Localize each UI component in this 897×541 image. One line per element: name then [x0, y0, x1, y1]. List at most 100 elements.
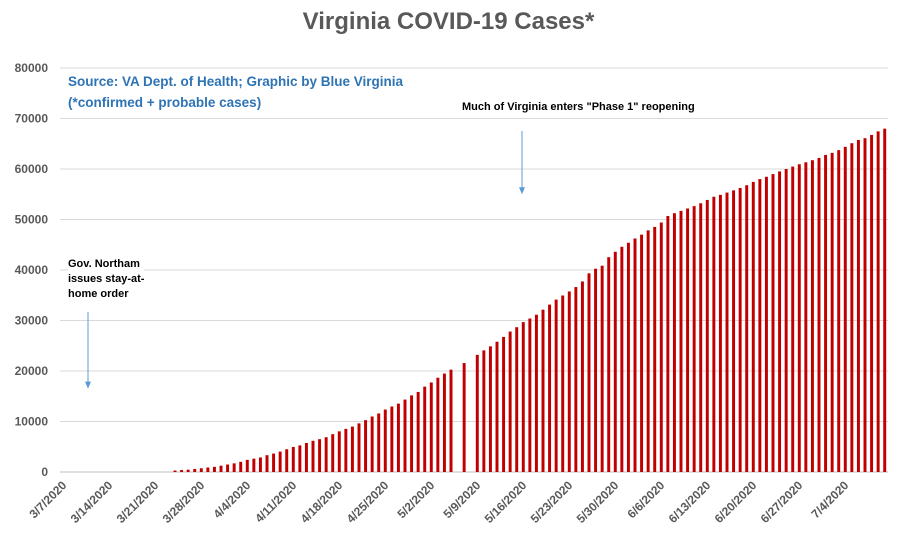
y-tick-label: 70000 [15, 112, 49, 126]
stay-home-line-3: home order [68, 288, 129, 300]
bar [666, 215, 670, 472]
bar [686, 208, 690, 472]
bar [594, 268, 598, 472]
bar [824, 154, 828, 472]
y-tick-label: 50000 [15, 213, 49, 227]
bar [199, 468, 203, 472]
x-tick-label: 5/9/2020 [440, 478, 483, 521]
bar [442, 373, 446, 472]
bar [416, 391, 420, 472]
y-tick-label: 60000 [15, 162, 49, 176]
bar [173, 470, 177, 472]
bar [541, 309, 545, 472]
bar [672, 213, 676, 472]
x-tick-label: 6/20/2020 [712, 478, 760, 526]
bar [212, 466, 216, 472]
bar [410, 395, 414, 472]
bar [712, 196, 716, 473]
y-tick-label: 80000 [15, 61, 49, 75]
bar [745, 185, 749, 472]
bar [344, 428, 348, 472]
x-tick-label: 5/23/2020 [528, 478, 576, 526]
bar [482, 350, 486, 472]
bar [258, 457, 262, 472]
bar [304, 442, 308, 472]
bar [876, 131, 880, 472]
bar [653, 226, 657, 472]
bar [817, 157, 821, 473]
bar [488, 346, 492, 472]
bar [758, 179, 762, 472]
bar [738, 187, 742, 472]
bar [659, 222, 663, 472]
bar [797, 164, 801, 473]
stay-home-annotation: Gov. Northam issues stay-at- home order [68, 257, 145, 302]
bar [350, 426, 354, 472]
bar [180, 470, 184, 472]
bar [495, 341, 499, 472]
bar [613, 251, 617, 472]
bar [646, 230, 650, 472]
bar [620, 246, 624, 472]
x-tick-label: 5/30/2020 [574, 478, 622, 526]
x-tick-label: 3/7/2020 [26, 478, 69, 521]
bar [357, 423, 361, 472]
bar [239, 461, 243, 472]
bar [791, 166, 795, 473]
bar [364, 420, 368, 472]
bar [771, 174, 775, 472]
bar [245, 459, 249, 472]
bar [751, 181, 755, 473]
x-tick-label: 4/11/2020 [252, 478, 299, 525]
annotation-arrows [85, 131, 525, 389]
stay-home-line-1: Gov. Northam [68, 258, 140, 270]
x-tick-label: 3/21/2020 [114, 478, 162, 526]
x-tick-label: 6/6/2020 [624, 478, 667, 521]
bar [732, 190, 736, 472]
x-tick-label: 7/4/2020 [808, 478, 851, 521]
bar [607, 257, 611, 472]
x-tick-label: 4/4/2020 [210, 478, 253, 521]
bar [626, 242, 630, 472]
stay-home-line-2: issues stay-at- [68, 273, 145, 285]
bar [850, 143, 854, 472]
bar [554, 299, 558, 472]
bar [462, 363, 466, 472]
bar [429, 382, 433, 472]
bar [810, 160, 814, 472]
bar [548, 304, 552, 472]
chart-title: Virginia COVID-19 Cases* [302, 8, 595, 35]
bar [475, 354, 479, 472]
bar [699, 203, 703, 473]
bar [298, 445, 302, 472]
bar [725, 192, 729, 472]
bar [423, 386, 427, 472]
bar [383, 409, 387, 472]
bar [331, 434, 335, 472]
bar [272, 453, 276, 472]
source-text-line-2: (*confirmed + probable cases) [68, 95, 262, 110]
bar [206, 467, 210, 472]
bar [449, 369, 453, 472]
bar [186, 469, 190, 472]
grid-lines [60, 67, 888, 473]
y-tick-label: 0 [41, 465, 48, 479]
bar [265, 455, 269, 472]
bar [804, 162, 808, 472]
bar [508, 331, 512, 472]
bar [580, 281, 584, 472]
bar [285, 449, 289, 472]
bar [830, 152, 834, 472]
x-tick-label: 6/13/2020 [666, 478, 714, 526]
phase1-line-1: Much of Virginia enters "Phase 1" reopen… [462, 101, 695, 113]
bar [403, 399, 407, 472]
bar [837, 150, 841, 472]
x-tick-label: 3/14/2020 [68, 478, 116, 526]
x-tick-label: 5/16/2020 [482, 478, 530, 526]
bar [521, 322, 525, 472]
y-tick-label: 30000 [15, 314, 49, 328]
bar [318, 439, 322, 472]
y-tick-label: 20000 [15, 364, 49, 378]
bar [567, 291, 571, 472]
